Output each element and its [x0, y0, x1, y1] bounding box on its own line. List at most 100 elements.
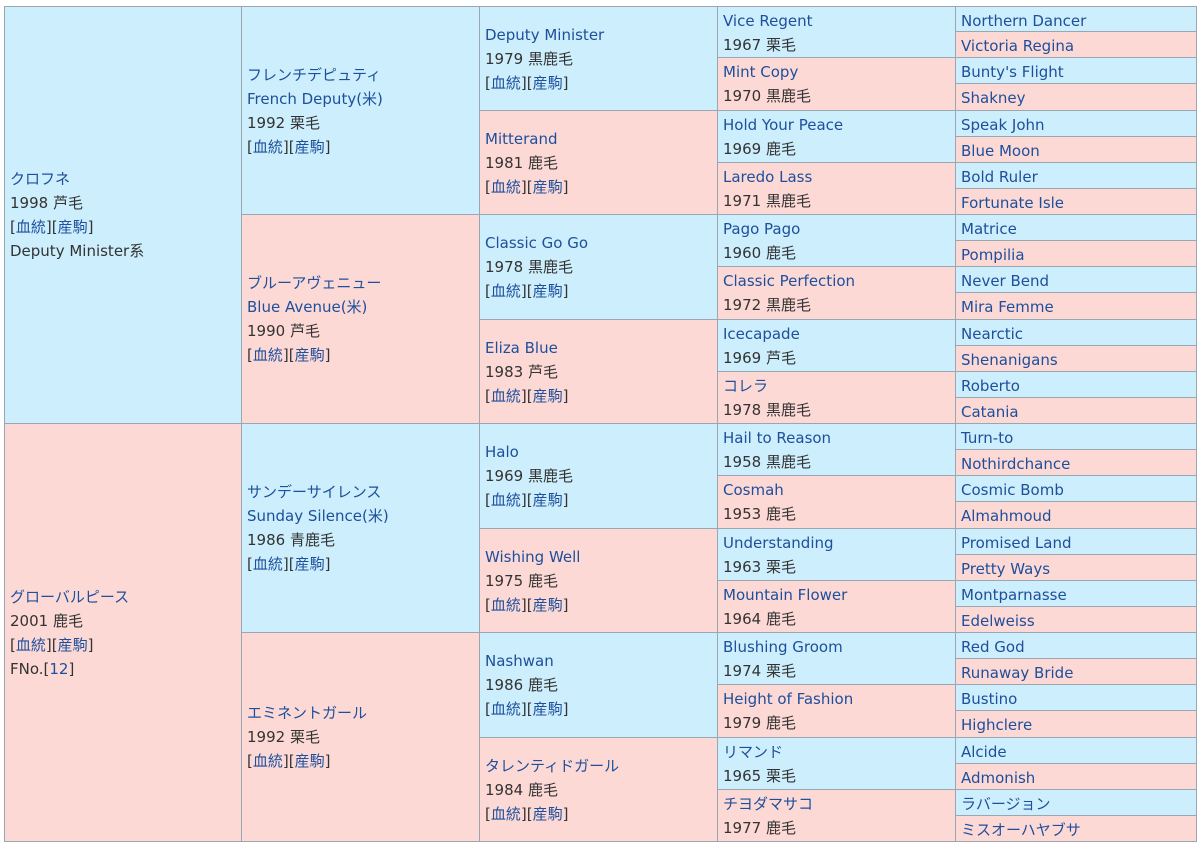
horse-name-link[interactable]: Red God: [961, 638, 1025, 656]
bloodline-link[interactable]: 血統: [490, 386, 521, 405]
bloodline-link[interactable]: 血統: [252, 137, 283, 156]
horse-name-link[interactable]: Understanding: [723, 534, 834, 552]
offspring-link[interactable]: 産駒: [294, 752, 325, 770]
horse-name-link[interactable]: グローバルピース: [10, 587, 130, 606]
horse-name-link[interactable]: エミネントガール: [247, 704, 368, 722]
bloodline-link[interactable]: 血統: [490, 282, 521, 300]
pedigree-cell-gen5: Catania: [956, 398, 1197, 424]
horse-name-link[interactable]: Blushing Groom: [723, 638, 843, 656]
horse-name-link[interactable]: Halo: [485, 443, 519, 461]
horse-name-en-link[interactable]: Blue Avenue(米): [247, 298, 368, 316]
family-number-link[interactable]: 12: [49, 659, 69, 678]
horse-name-link[interactable]: チヨダマサコ: [723, 795, 814, 813]
bloodline-link[interactable]: 血統: [490, 177, 521, 196]
offspring-link[interactable]: 産駒: [532, 386, 563, 405]
horse-name-link[interactable]: Mountain Flower: [723, 586, 848, 604]
bloodline-link[interactable]: 血統: [490, 73, 521, 92]
horse-name-en-link[interactable]: French Deputy(米): [247, 89, 383, 108]
bloodline-link[interactable]: 血統: [252, 555, 283, 573]
horse-name-link[interactable]: Turn-to: [961, 429, 1014, 447]
horse-name-link[interactable]: Admonish: [961, 769, 1036, 787]
horse-name-link[interactable]: Shenanigans: [961, 351, 1058, 369]
horse-name-link[interactable]: ミスオーハヤブサ: [961, 821, 1081, 839]
horse-name-link[interactable]: Highclere: [961, 716, 1033, 734]
offspring-link[interactable]: 産駒: [57, 635, 88, 654]
offspring-link[interactable]: 産駒: [532, 73, 563, 92]
horse-name-link[interactable]: Runaway Bride: [961, 664, 1074, 682]
horse-name-link[interactable]: Pompilia: [961, 246, 1025, 264]
horse-name-link[interactable]: コレラ: [723, 377, 769, 395]
horse-name-link[interactable]: Eliza Blue: [485, 338, 558, 357]
horse-name-link[interactable]: Hail to Reason: [723, 429, 832, 447]
horse-name-link[interactable]: Pago Pago: [723, 220, 801, 238]
horse-name-link[interactable]: ブルーアヴェニュー: [247, 274, 382, 292]
horse-name-link[interactable]: Victoria Regina: [961, 37, 1075, 55]
offspring-link[interactable]: 産駒: [532, 595, 563, 614]
offspring-link[interactable]: 産駒: [294, 555, 325, 573]
bloodline-link[interactable]: 血統: [490, 595, 521, 614]
horse-name-link[interactable]: ラバージョン: [961, 795, 1051, 813]
horse-name-link[interactable]: Cosmah: [723, 481, 784, 499]
horse-name-link[interactable]: Nothirdchance: [961, 455, 1071, 473]
offspring-link[interactable]: 産駒: [532, 282, 563, 300]
bloodline-link[interactable]: 血統: [490, 804, 521, 823]
horse-name-link[interactable]: Icecapade: [723, 325, 800, 343]
horse-name-link[interactable]: Laredo Lass: [723, 168, 813, 186]
offspring-link[interactable]: 産駒: [294, 346, 325, 364]
horse-name-link[interactable]: Northern Dancer: [961, 12, 1087, 30]
horse-name-link[interactable]: Matrice: [961, 220, 1017, 238]
pedigree-cell-gen3: Mitterand 1981 鹿毛 [血統][産駒]: [480, 111, 718, 215]
horse-name-link[interactable]: Vice Regent: [723, 12, 813, 30]
horse-name-link[interactable]: Catania: [961, 403, 1019, 421]
horse-name-link[interactable]: リマンド: [723, 743, 784, 761]
horse-name-link[interactable]: Cosmic Bomb: [961, 481, 1064, 499]
horse-name-link[interactable]: Never Bend: [961, 272, 1050, 290]
horse-name-link[interactable]: Hold Your Peace: [723, 116, 844, 134]
horse-name-link[interactable]: Wishing Well: [485, 547, 581, 566]
offspring-link[interactable]: 産駒: [294, 137, 325, 156]
horse-name-link[interactable]: タレンティドガール: [485, 756, 620, 775]
horse-name-link[interactable]: Shakney: [961, 89, 1026, 107]
horse-name-link[interactable]: Bustino: [961, 690, 1018, 708]
horse-name-link[interactable]: サンデーサイレンス: [247, 483, 382, 501]
horse-name-link[interactable]: Roberto: [961, 377, 1020, 395]
horse-name-link[interactable]: Mint Copy: [723, 63, 799, 81]
pedigree-cell-gen5: Runaway Bride: [956, 659, 1197, 685]
offspring-link[interactable]: 産駒: [532, 177, 563, 196]
horse-name-link[interactable]: Alcide: [961, 743, 1007, 761]
bloodline-link[interactable]: 血統: [490, 491, 521, 509]
horse-name-link[interactable]: Nashwan: [485, 652, 554, 670]
bloodline-link[interactable]: 血統: [490, 700, 521, 718]
bloodline-link[interactable]: 血統: [15, 635, 46, 654]
horse-name-link[interactable]: Bunty's Flight: [961, 63, 1064, 81]
horse-name-link[interactable]: Classic Go Go: [485, 234, 589, 252]
birth-year: 1953: [723, 505, 762, 523]
horse-name-link[interactable]: フレンチデピュティ: [247, 65, 382, 84]
horse-name-link[interactable]: Fortunate Isle: [961, 194, 1065, 212]
horse-name-link[interactable]: Almahmoud: [961, 507, 1052, 525]
bloodline-link[interactable]: 血統: [252, 346, 283, 364]
horse-name-link[interactable]: クロフネ: [10, 170, 71, 188]
horse-name-link[interactable]: Mitterand: [485, 129, 558, 148]
horse-name-link[interactable]: Bold Ruler: [961, 168, 1038, 186]
horse-name-link[interactable]: Mira Femme: [961, 298, 1054, 316]
horse-name-link[interactable]: Speak John: [961, 116, 1045, 134]
horse-name-link[interactable]: Nearctic: [961, 325, 1024, 343]
horse-name-link[interactable]: Promised Land: [961, 534, 1072, 552]
offspring-link[interactable]: 産駒: [57, 218, 88, 236]
horse-name-link[interactable]: Blue Moon: [961, 142, 1040, 160]
offspring-link[interactable]: 産駒: [532, 804, 563, 823]
bloodline-link[interactable]: 血統: [252, 752, 283, 770]
horse-name-link[interactable]: Classic Perfection: [723, 272, 856, 290]
birth-year: 1969: [723, 349, 762, 367]
horse-name-link[interactable]: Pretty Ways: [961, 560, 1051, 578]
offspring-link[interactable]: 産駒: [532, 491, 563, 509]
birth-year: 1958: [723, 453, 762, 471]
horse-name-en-link[interactable]: Sunday Silence(米): [247, 507, 389, 525]
horse-name-link[interactable]: Deputy Minister: [485, 25, 605, 44]
horse-name-link[interactable]: Height of Fashion: [723, 690, 854, 708]
offspring-link[interactable]: 産駒: [532, 700, 563, 718]
horse-name-link[interactable]: Montparnasse: [961, 586, 1067, 604]
horse-name-link[interactable]: Edelweiss: [961, 612, 1035, 630]
bloodline-link[interactable]: 血統: [15, 218, 46, 236]
